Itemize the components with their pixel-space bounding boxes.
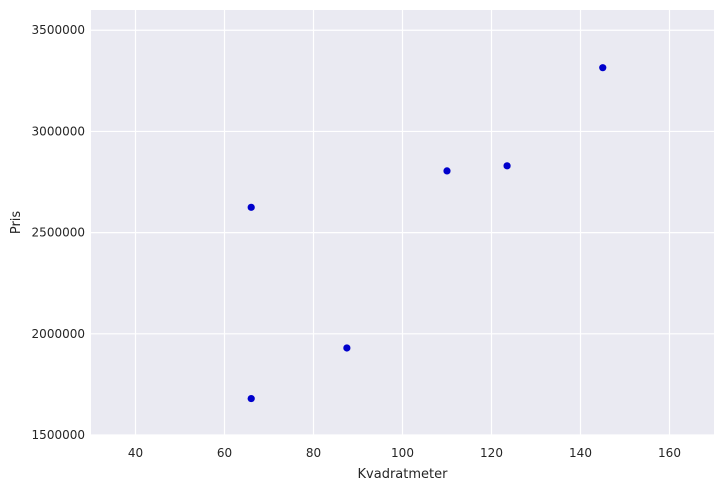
x-tick-label: 160	[658, 446, 681, 460]
y-tick-label: 3500000	[32, 23, 85, 37]
x-tick-label: 120	[480, 446, 503, 460]
y-tick-label: 1500000	[32, 428, 85, 442]
x-tick-label: 80	[306, 446, 321, 460]
y-axis-tick-labels: 1500000 2000000 2500000 3000000 3500000	[32, 23, 85, 442]
x-tick-label: 40	[128, 446, 143, 460]
y-tick-label: 3000000	[32, 124, 85, 138]
data-point	[247, 394, 255, 403]
x-tick-label: 140	[569, 446, 592, 460]
data-points	[247, 64, 607, 403]
y-axis-label: Pris	[9, 211, 24, 235]
x-axis-tick-labels: 40 60 80 100 120 140 160	[128, 446, 681, 460]
data-point	[247, 203, 255, 211]
data-point	[343, 344, 351, 352]
x-tick-label: 100	[391, 446, 414, 460]
y-tick-label: 2000000	[32, 327, 85, 341]
data-point	[599, 64, 607, 72]
data-point	[503, 162, 511, 170]
x-tick-label: 60	[217, 446, 232, 460]
grid-lines	[91, 10, 714, 436]
y-tick-label: 2500000	[32, 226, 85, 240]
x-axis-label: Kvadratmeter	[358, 467, 449, 482]
data-point	[443, 167, 451, 175]
